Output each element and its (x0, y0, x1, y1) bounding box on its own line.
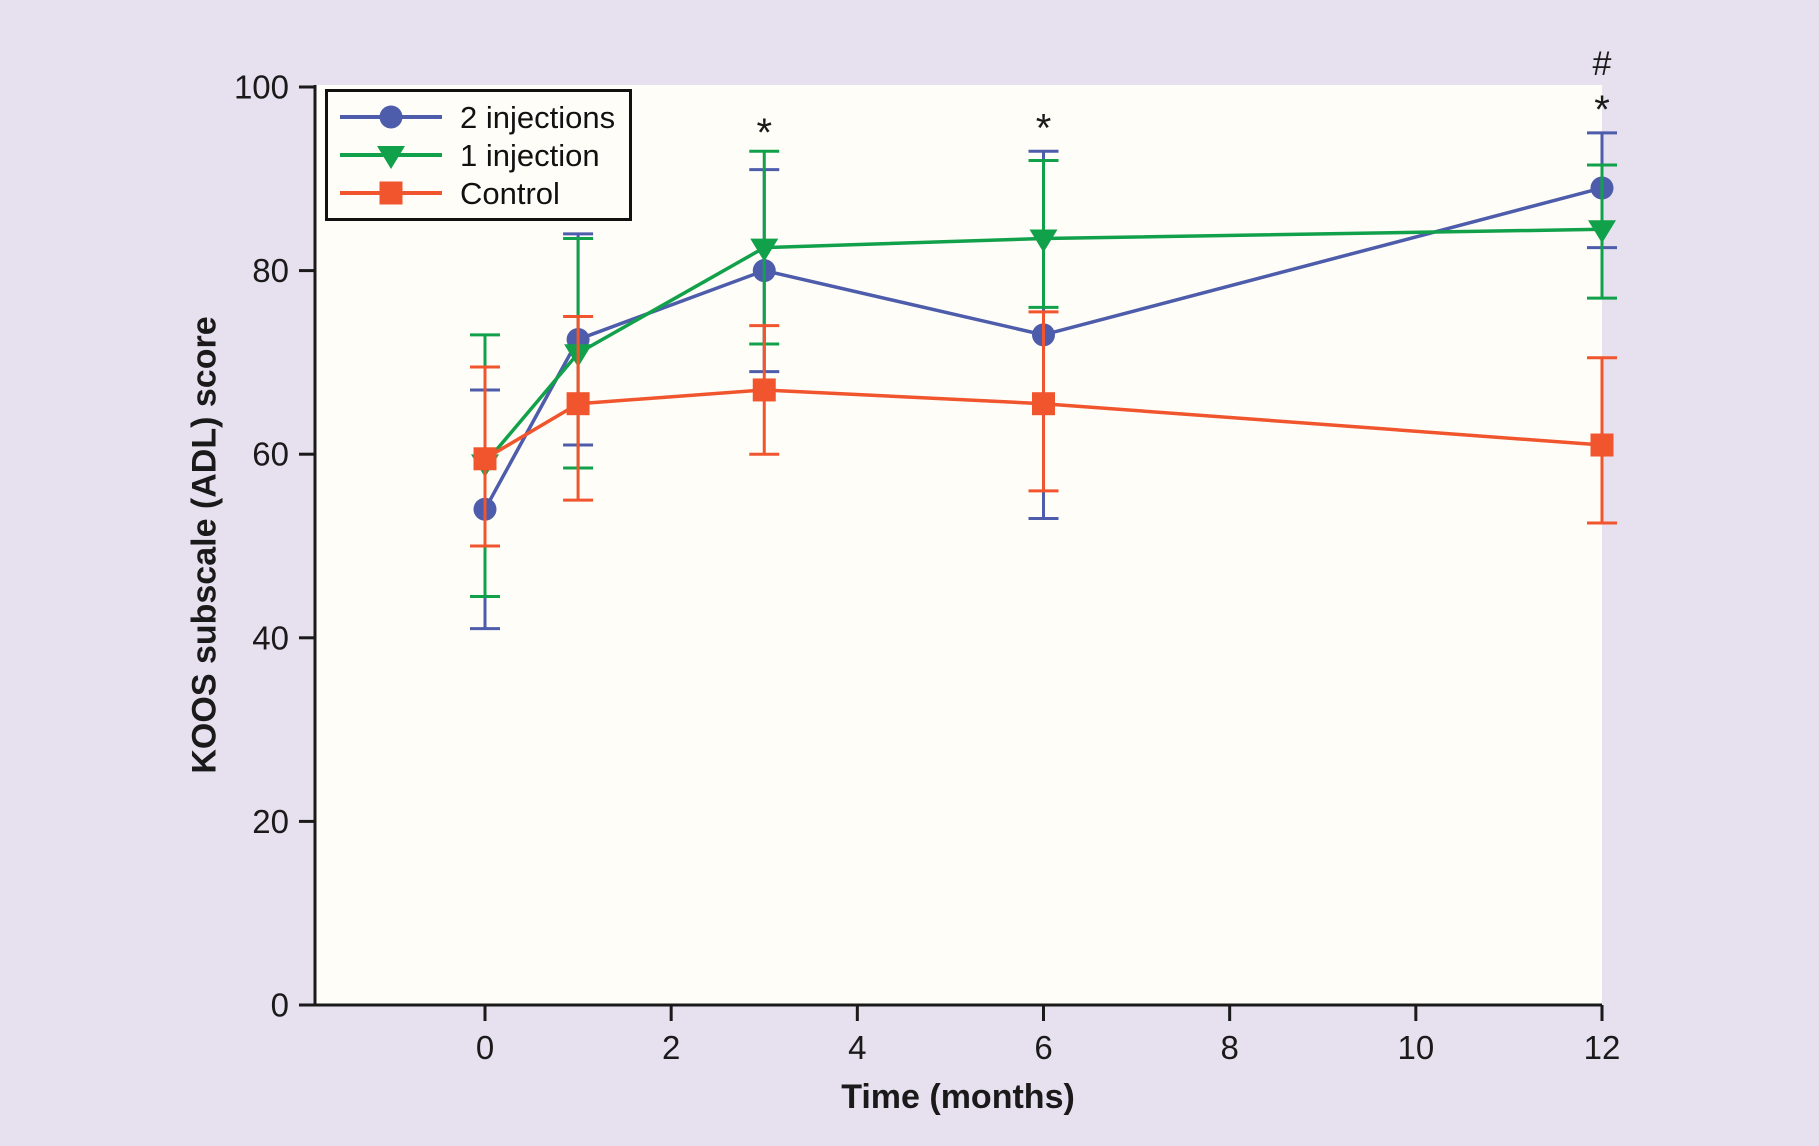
data-point-control (566, 392, 590, 416)
x-axis-title: Time (months) (841, 1078, 1075, 1116)
legend-marker-shape (379, 181, 403, 205)
star-annotation: * (1036, 106, 1052, 150)
series-control (470, 310, 1617, 548)
legend-marker-square-icon (340, 181, 442, 205)
data-point-control (752, 378, 776, 402)
legend-item-control: Control (336, 174, 615, 212)
legend-item-2-injections: 2 injections (336, 98, 615, 136)
y-axis-title: KOOS subscale (ADL) score (185, 316, 224, 774)
hash-annotation: # (1593, 45, 1612, 83)
x-tick-label: 8 (1220, 1029, 1238, 1066)
y-tick-label: 20 (252, 803, 289, 840)
x-tick-label: 6 (1034, 1029, 1052, 1066)
y-tick-label: 60 (252, 436, 289, 473)
data-point-1-injection (1588, 220, 1616, 244)
legend: 2 injections 1 injection Control (325, 89, 633, 221)
y-tick-label: 80 (252, 252, 289, 289)
x-tick-label: 4 (848, 1029, 866, 1066)
y-tick-label: 100 (234, 69, 289, 106)
legend-label: 1 injection (460, 137, 600, 173)
legend-marker-triangle-down-icon (340, 146, 442, 169)
legend-marker-shape (377, 146, 405, 169)
x-tick-label: 10 (1397, 1029, 1434, 1066)
y-tick-label: 0 (271, 987, 289, 1024)
legend-label: Control (460, 175, 560, 211)
data-point-1-injection (750, 238, 779, 262)
x-tick-label: 2 (662, 1029, 680, 1066)
x-tick-label: 12 (1584, 1029, 1621, 1066)
legend-item-1-injection: 1 injection (336, 136, 615, 174)
data-point-1-injection (1029, 229, 1058, 253)
data-point-control (473, 447, 497, 471)
y-tick-label: 40 (252, 619, 289, 656)
plot-area (315, 85, 1602, 1005)
star-annotation: * (756, 111, 772, 155)
legend-label: 2 injections (460, 99, 616, 135)
legend-marker-shape (379, 105, 403, 129)
data-point-control (1590, 433, 1614, 457)
legend-marker-circle-icon (340, 105, 442, 129)
data-point-control (1032, 392, 1055, 416)
star-annotation: * (1594, 88, 1610, 132)
x-tick-label: 0 (476, 1029, 494, 1066)
